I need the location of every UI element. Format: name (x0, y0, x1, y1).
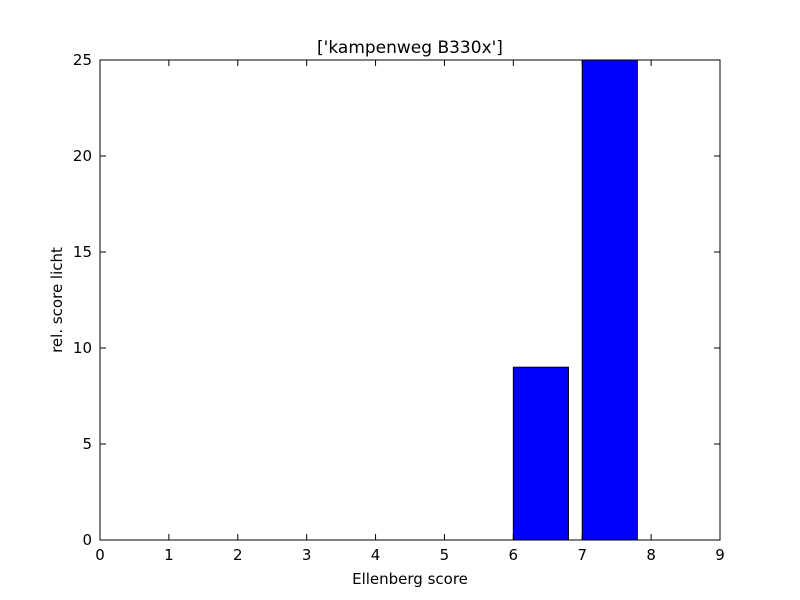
bar-7 (581, 59, 638, 541)
y-tick-label: 0 (82, 531, 92, 549)
x-tick-label: 1 (164, 546, 174, 564)
x-tick-label: 5 (440, 546, 450, 564)
x-tick-label: 6 (509, 546, 519, 564)
x-tick-label: 9 (715, 546, 725, 564)
bar-6 (512, 366, 569, 541)
y-axis-label: rel. score licht (48, 247, 66, 353)
ticks-layer: 0 1 2 3 4 5 6 7 8 9 0 5 10 15 20 25 (73, 51, 725, 564)
plot-frame (99, 59, 721, 541)
chart-title: ['kampenweg B330x'] (317, 38, 503, 58)
x-tick-label: 4 (371, 546, 381, 564)
x-tick-label: 2 (233, 546, 243, 564)
x-tick-label: 8 (646, 546, 656, 564)
bars-layer (512, 59, 638, 541)
x-tick-label: 3 (302, 546, 312, 564)
y-tick-label: 5 (82, 435, 92, 453)
x-axis-label: Ellenberg score (352, 570, 468, 588)
y-tick-label: 10 (73, 339, 92, 357)
x-tick-label: 7 (577, 546, 587, 564)
y-tick-label: 25 (73, 51, 92, 69)
y-tick-label: 15 (73, 243, 92, 261)
x-tick-label: 0 (95, 546, 105, 564)
y-tick-label: 20 (73, 147, 92, 165)
